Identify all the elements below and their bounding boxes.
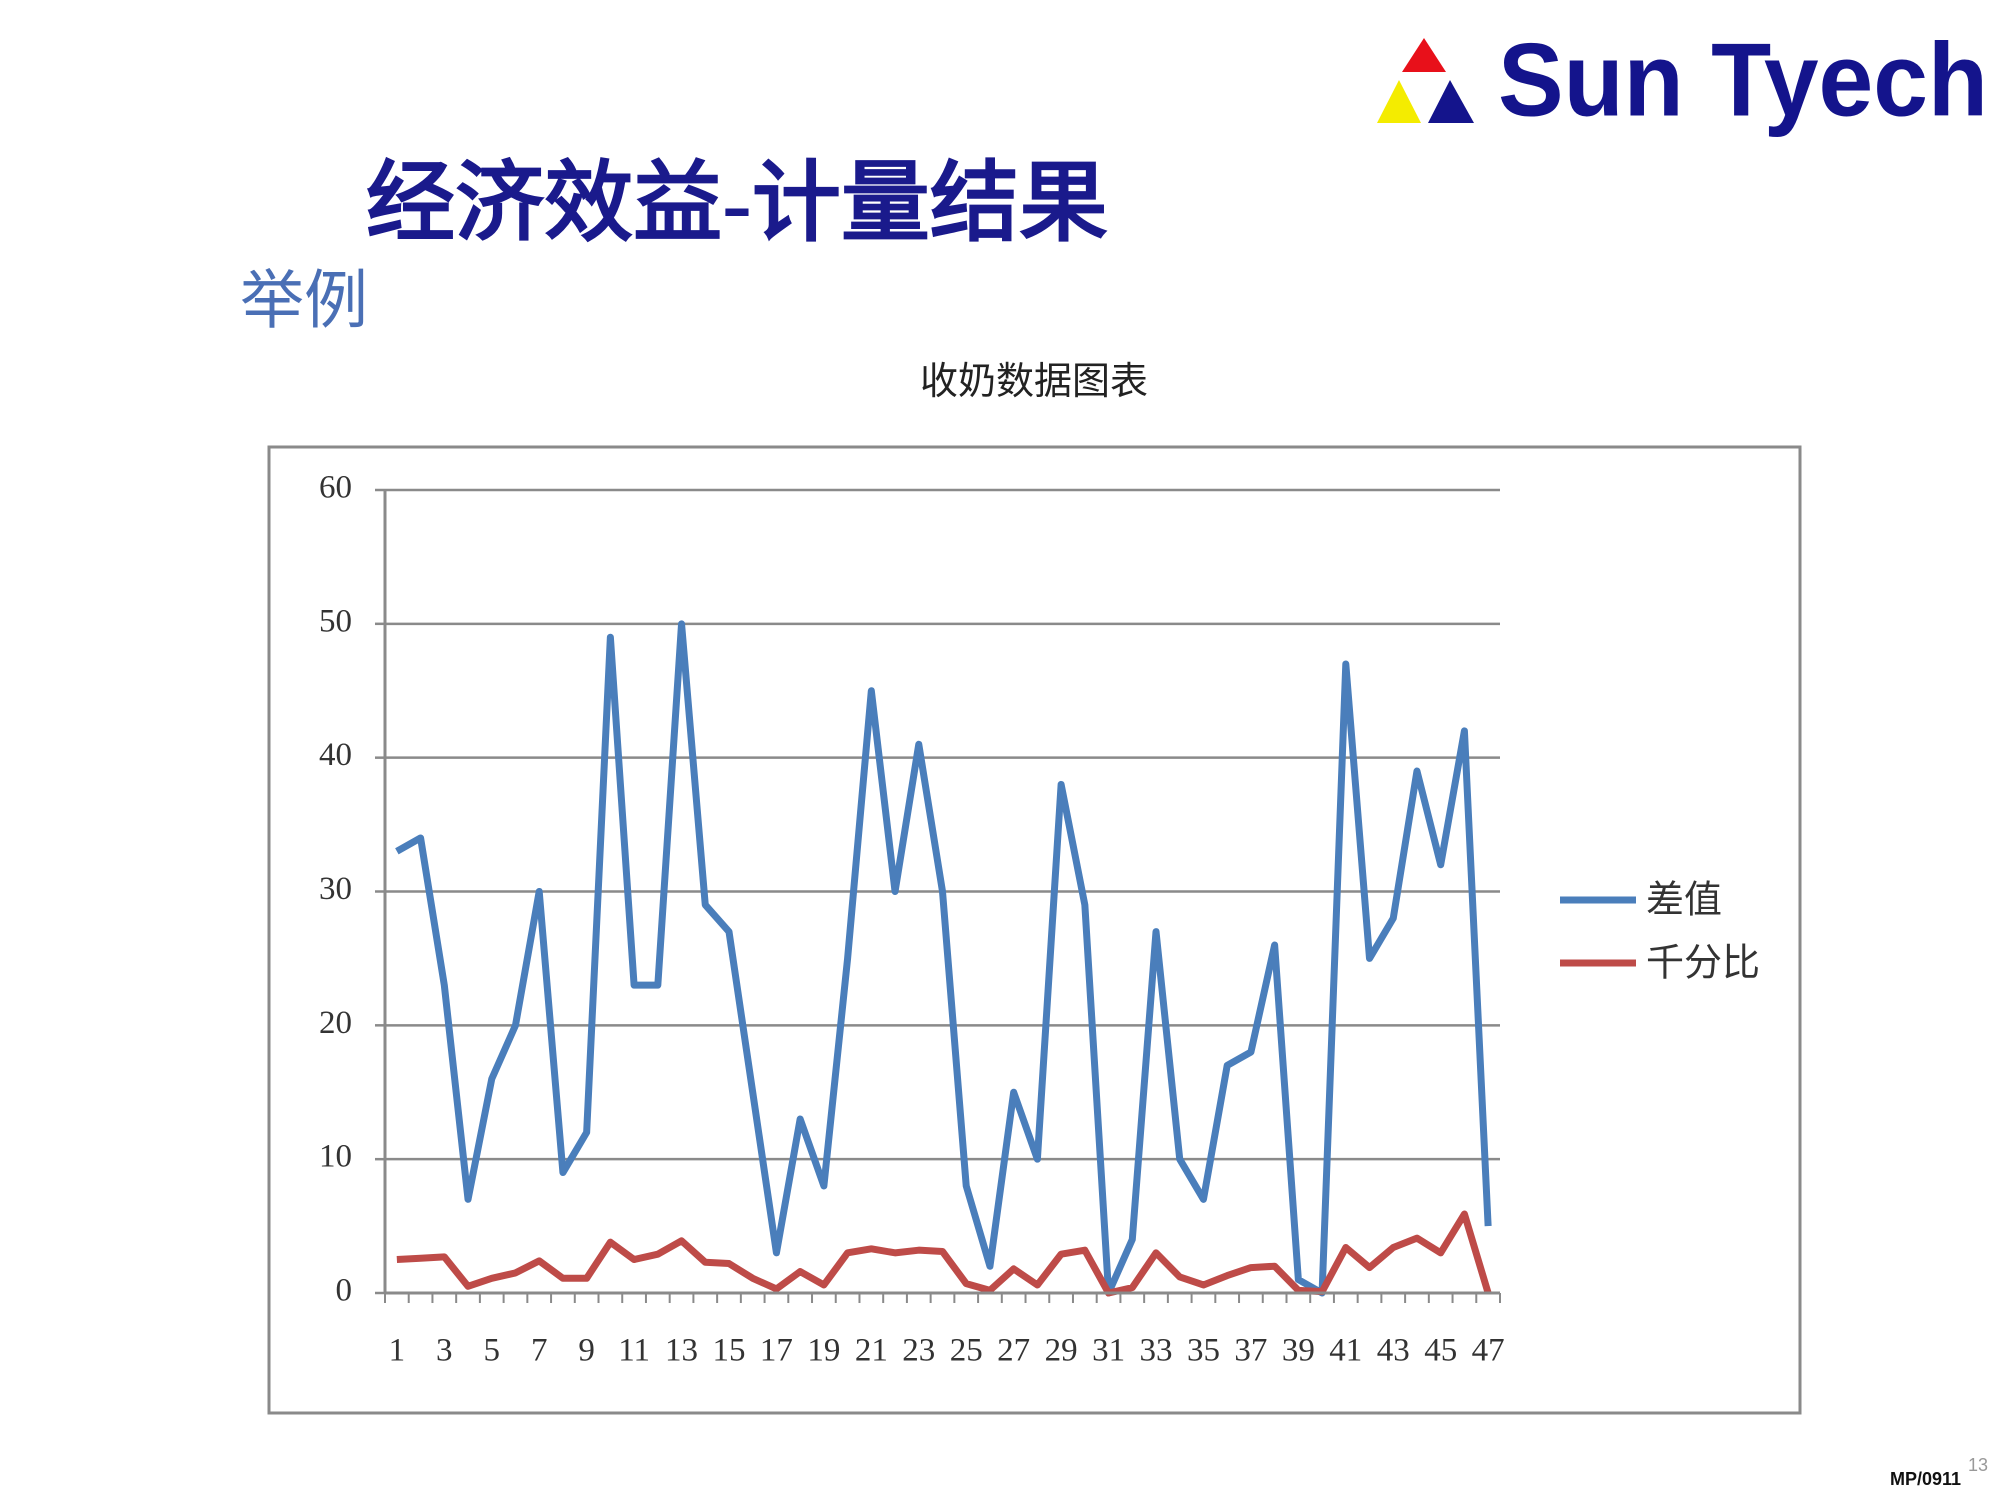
legend-label: 千分比 (1646, 943, 1760, 985)
x-tick-label: 43 (1377, 1333, 1410, 1369)
series-line (396, 1210, 1492, 1297)
x-tick-label: 33 (1140, 1333, 1173, 1369)
page-number: 13 (1968, 1455, 1988, 1475)
legend-label: 差值 (1646, 880, 1722, 922)
x-tick-label: 17 (760, 1333, 793, 1369)
y-tick-label: 0 (336, 1273, 353, 1309)
x-tick-label: 29 (1045, 1333, 1078, 1369)
slide-title: 经济效益-计量结果 (366, 156, 1108, 253)
y-tick-label: 30 (319, 871, 352, 907)
x-tick-label: 9 (578, 1333, 595, 1369)
x-tick-label: 13 (665, 1333, 698, 1369)
x-tick-label: 47 (1472, 1333, 1505, 1369)
x-tick-label: 11 (618, 1333, 650, 1369)
x-tick-label: 27 (997, 1333, 1030, 1369)
x-tick-label: 19 (807, 1333, 840, 1369)
logo-text: Sun Tyech (1498, 22, 1988, 138)
y-tick-label: 50 (319, 603, 352, 639)
x-tick-label: 1 (389, 1333, 406, 1369)
logo-triangle-blue (1428, 80, 1474, 123)
y-tick-label: 10 (319, 1139, 352, 1175)
y-tick-label: 40 (319, 737, 352, 773)
x-tick-label: 37 (1234, 1333, 1267, 1369)
x-tick-label: 31 (1092, 1333, 1125, 1369)
x-tick-label: 15 (712, 1333, 745, 1369)
x-tick-label: 7 (531, 1333, 548, 1369)
chart-title: 收奶数据图表 (920, 361, 1148, 403)
x-tick-label: 41 (1329, 1333, 1362, 1369)
x-tick-label: 5 (484, 1333, 501, 1369)
logo-triangle-red (1402, 38, 1446, 72)
x-tick-label: 25 (950, 1333, 983, 1369)
x-tick-label: 39 (1282, 1333, 1315, 1369)
x-tick-label: 35 (1187, 1333, 1220, 1369)
x-tick-label: 3 (436, 1333, 453, 1369)
x-tick-label: 23 (902, 1333, 935, 1369)
y-tick-label: 20 (319, 1005, 352, 1041)
slide-subtitle: 举例 (240, 266, 368, 337)
y-tick-label: 60 (319, 470, 352, 506)
series-line (395, 620, 1492, 1297)
x-tick-label: 45 (1424, 1333, 1457, 1369)
chart-frame (267, 445, 1802, 1415)
footer-code: MP/0911 (1890, 1469, 1961, 1489)
x-tick-label: 21 (855, 1333, 888, 1369)
logo-triangle-yellow (1377, 80, 1421, 123)
